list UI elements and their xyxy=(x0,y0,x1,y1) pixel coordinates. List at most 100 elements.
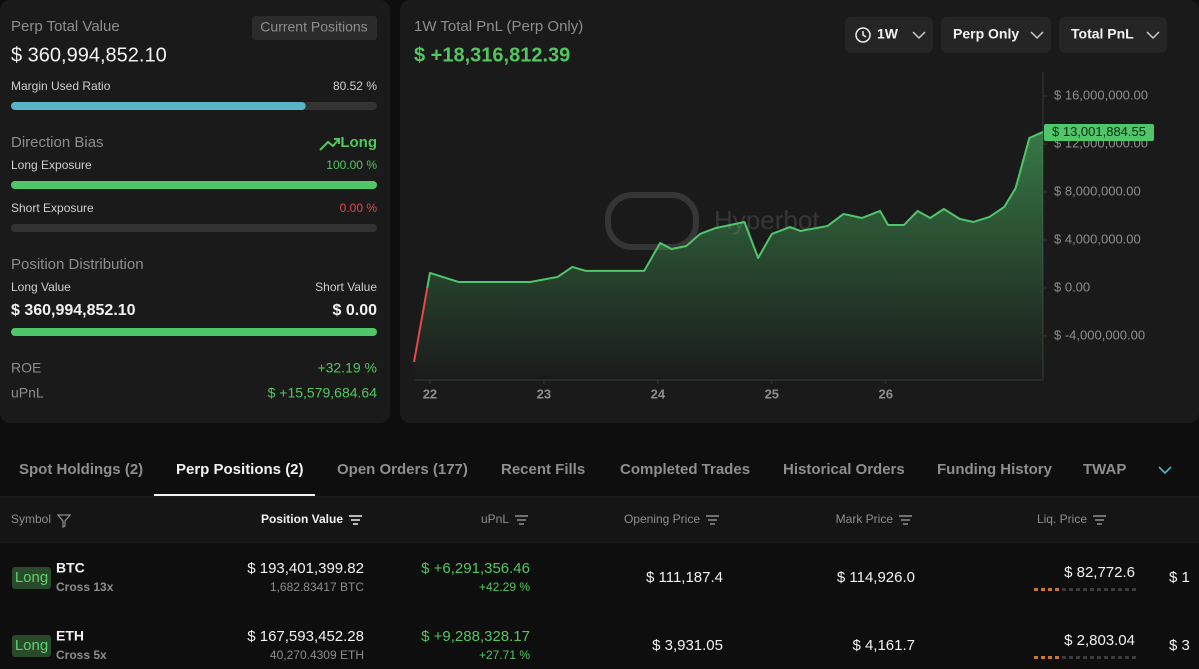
clock-hand xyxy=(862,31,867,38)
dropdown-label[interactable]: Perp Only xyxy=(953,26,1019,42)
risk-dash xyxy=(1097,656,1101,659)
overflow-cell: $ 3 xyxy=(1169,637,1190,654)
chevron xyxy=(912,31,926,40)
dropdown-label[interactable]: Total PnL xyxy=(1071,26,1134,42)
chevron xyxy=(1030,31,1044,40)
risk-dash xyxy=(1104,588,1108,591)
risk-dash xyxy=(1062,588,1066,591)
sort-icon xyxy=(899,515,912,525)
distribution-bar xyxy=(11,328,377,336)
x-tick-label: 23 xyxy=(537,386,551,401)
risk-dash xyxy=(1048,656,1052,659)
column-header[interactable]: uPnL xyxy=(481,512,509,526)
dropdown-label[interactable]: 1W xyxy=(877,26,899,42)
tab[interactable]: Perp Positions (2) xyxy=(176,461,304,478)
button-label[interactable]: Current Positions xyxy=(260,19,367,35)
bar-value: 100.00 % xyxy=(326,158,377,172)
risk-dash xyxy=(1111,656,1115,659)
risk-dash xyxy=(1118,588,1122,591)
liq-price: $ 82,772.6 xyxy=(1064,564,1135,581)
dropdown[interactable] xyxy=(845,17,933,53)
tab[interactable]: Completed Trades xyxy=(620,461,750,478)
bias-label: Direction Bias xyxy=(11,134,104,151)
bar-track xyxy=(11,224,377,232)
risk-dash xyxy=(1104,656,1108,659)
column-header[interactable]: Symbol xyxy=(11,512,51,526)
last-value-label: $ 13,001,884.55 xyxy=(1052,124,1146,139)
distribution-label: Position Distribution xyxy=(11,256,144,273)
bar-fill xyxy=(11,181,377,189)
roe-label: ROE xyxy=(11,360,41,376)
bar-label: Short Exposure xyxy=(11,201,94,215)
tab[interactable]: Recent Fills xyxy=(501,461,585,478)
short-value: $ 0.00 xyxy=(333,302,378,319)
y-tick-label: $ -4,000,000.00 xyxy=(1054,327,1145,342)
side: Long xyxy=(15,569,48,586)
dropdown[interactable] xyxy=(1059,17,1167,53)
sort-icon xyxy=(706,515,719,525)
roe-value: +32.19 % xyxy=(317,360,377,376)
tab[interactable]: Spot Holdings (2) xyxy=(19,461,143,478)
current-positions-button[interactable] xyxy=(252,16,377,40)
bar-value: 80.52 % xyxy=(333,79,377,93)
liq-price: $ 2,803.04 xyxy=(1064,632,1135,649)
sort-icon xyxy=(1093,515,1106,525)
overflow-cell: $ 1 xyxy=(1169,569,1190,586)
risk-dash xyxy=(1118,656,1122,659)
risk-dash xyxy=(1076,656,1080,659)
x-tick-label: 22 xyxy=(423,386,437,401)
upnl: $ +6,291,356.46 xyxy=(421,560,530,577)
bar-fill xyxy=(11,102,306,110)
watermark-logo xyxy=(605,192,699,250)
risk-dash xyxy=(1090,656,1094,659)
column-header[interactable]: Mark Price xyxy=(836,512,894,526)
tab[interactable]: Funding History xyxy=(937,461,1053,478)
long-value: $ 360,994,852.10 xyxy=(11,302,136,319)
risk-dash xyxy=(1062,656,1066,659)
chevron xyxy=(1146,31,1160,40)
pnl-line xyxy=(413,131,1044,363)
total-value: $ 360,994,852.10 xyxy=(11,44,167,66)
risk-dash xyxy=(1041,588,1045,591)
tab[interactable]: TWAP xyxy=(1083,461,1126,478)
risk-dash xyxy=(1132,588,1136,591)
risk-dash xyxy=(1055,588,1059,591)
tab[interactable]: Open Orders (177) xyxy=(337,461,468,478)
upnl-pct: +27.71 % xyxy=(479,648,530,662)
tab-underline xyxy=(154,494,315,496)
risk-dash xyxy=(1055,656,1059,659)
symbol: BTC xyxy=(56,560,85,576)
column-header[interactable]: Opening Price xyxy=(624,512,700,526)
side-badge xyxy=(12,635,51,657)
tab[interactable]: Historical Orders xyxy=(783,461,905,478)
column-header[interactable]: Liq. Price xyxy=(1037,512,1087,526)
upnl-pct: +42.29 % xyxy=(479,580,530,594)
y-tick-label: $ 16,000,000.00 xyxy=(1054,87,1148,102)
symbol: ETH xyxy=(56,628,84,644)
opening-price: $ 3,931.05 xyxy=(652,637,723,654)
x-tick-label: 24 xyxy=(651,386,666,401)
upnl-label: uPnL xyxy=(11,385,44,401)
risk-dash xyxy=(1069,588,1073,591)
dropdown[interactable] xyxy=(941,17,1051,53)
last-value-tag xyxy=(1044,123,1154,141)
y-tick-label: $ 8,000,000.00 xyxy=(1054,183,1141,198)
position-value: $ 193,401,399.82 xyxy=(247,560,364,577)
side: Long xyxy=(15,637,48,654)
tabs-chevron[interactable] xyxy=(1158,466,1172,475)
x-tick-label: 25 xyxy=(765,386,779,401)
sort-icon xyxy=(515,515,528,525)
trend-icon xyxy=(319,138,340,151)
risk-dash xyxy=(1034,656,1038,659)
position-value: $ 167,593,452.28 xyxy=(247,628,364,645)
bar-label: Long Exposure xyxy=(11,158,92,172)
long-value-label: Long Value xyxy=(11,280,71,294)
summary-title: Perp Total Value xyxy=(11,18,120,35)
risk-dash xyxy=(1083,656,1087,659)
short-value-label: Short Value xyxy=(315,280,377,294)
column-header[interactable]: Position Value xyxy=(261,512,343,526)
margin-mode: Cross 13x xyxy=(56,580,114,594)
